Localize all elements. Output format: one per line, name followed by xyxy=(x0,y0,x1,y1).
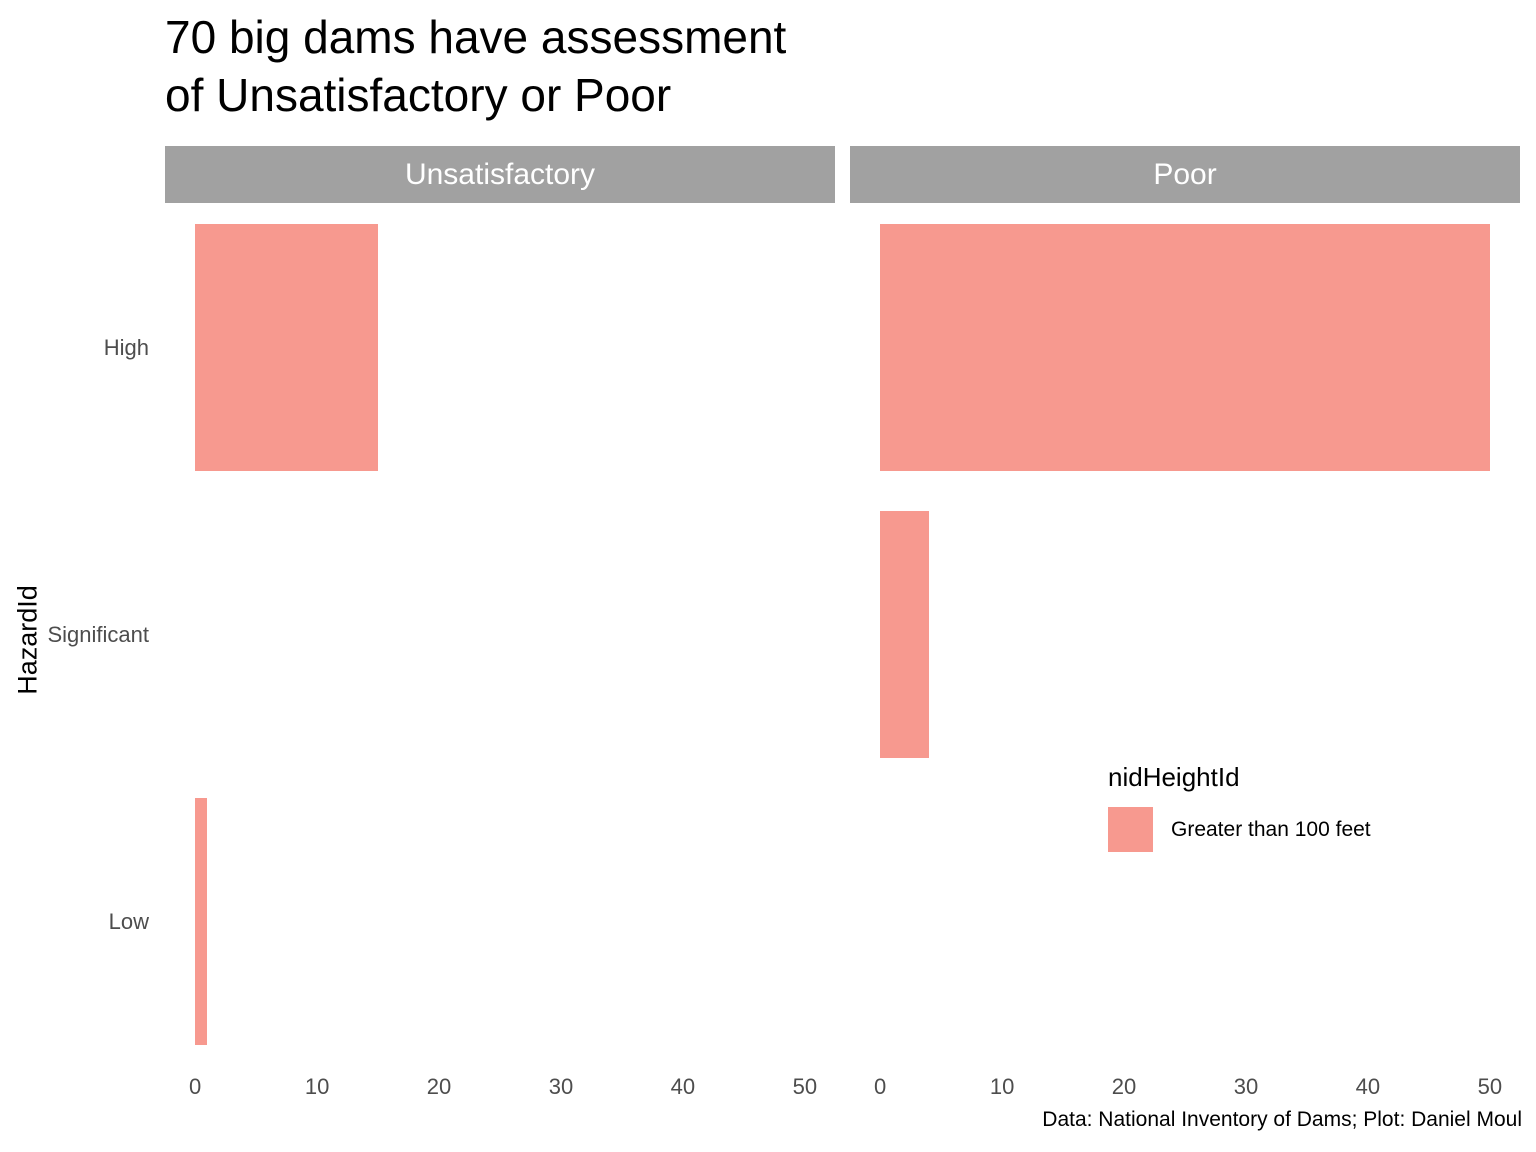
x-tick-label: 40 xyxy=(1355,1074,1381,1099)
chart-title: 70 big dams have assessment of Unsatisfa… xyxy=(165,8,786,125)
caption: Data: National Inventory of Dams; Plot: … xyxy=(1042,1108,1522,1131)
bar xyxy=(880,224,1490,471)
x-tick-label: 20 xyxy=(426,1074,452,1099)
x-tick-label: 20 xyxy=(1111,1074,1137,1099)
bar xyxy=(195,798,208,1045)
x-tick-label: 40 xyxy=(670,1074,696,1099)
legend: nidHeightId Greater than 100 feet xyxy=(1108,762,1371,852)
y-tick-label: Significant xyxy=(47,621,149,647)
chart-title-line-2: of Unsatisfactory or Poor xyxy=(165,69,672,122)
legend-item-label: Greater than 100 feet xyxy=(1171,817,1371,841)
legend-title: nidHeightId xyxy=(1108,762,1240,792)
y-tick-label: Low xyxy=(108,908,149,934)
x-tick-label: 50 xyxy=(792,1074,818,1099)
facet-strip: Unsatisfactory xyxy=(165,146,835,203)
x-tick-label: 30 xyxy=(548,1074,574,1099)
legend-swatch xyxy=(1108,807,1153,852)
chart-title-line-1: 70 big dams have assessment xyxy=(165,11,787,63)
x-tick-label: 50 xyxy=(1477,1074,1503,1099)
x-tick-label: 30 xyxy=(1233,1074,1259,1099)
x-tick-label: 10 xyxy=(989,1074,1015,1099)
y-axis-labels: High Significant Low xyxy=(0,0,157,1152)
bar xyxy=(195,224,379,471)
x-tick-label: 10 xyxy=(304,1074,330,1099)
y-tick-label: High xyxy=(103,334,149,360)
x-tick-label: 0 xyxy=(874,1074,887,1099)
bar xyxy=(880,511,929,758)
legend-item: Greater than 100 feet xyxy=(1108,807,1371,852)
x-tick-label: 0 xyxy=(189,1074,202,1099)
facet-strip: Poor xyxy=(850,146,1520,203)
